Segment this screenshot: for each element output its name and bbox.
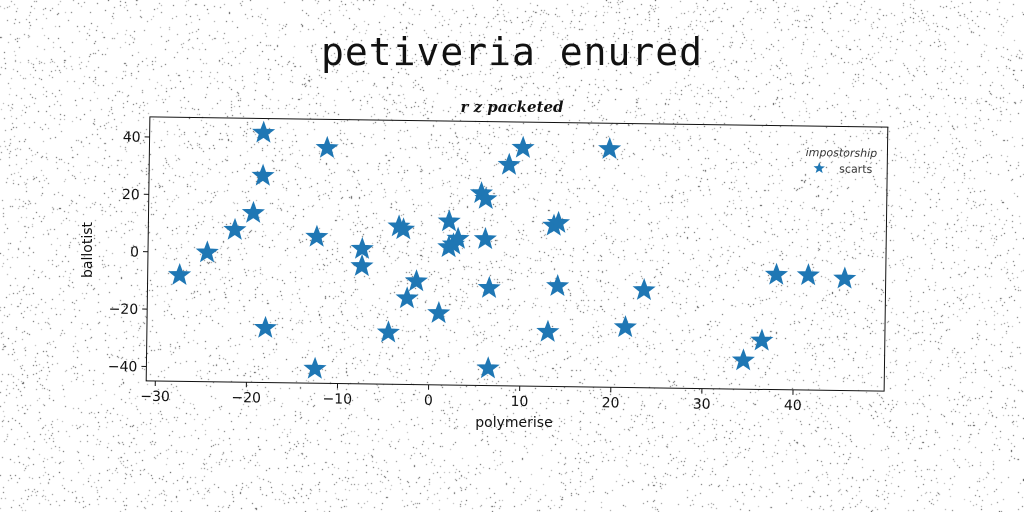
data-point-star	[477, 275, 501, 298]
data-point-star	[598, 136, 622, 160]
data-point-star	[391, 217, 416, 240]
data-point-star	[546, 210, 571, 233]
y-tick-label: 0	[130, 244, 139, 260]
data-point-star	[473, 227, 497, 250]
data-point-star	[350, 254, 374, 277]
data-point-star	[168, 262, 192, 286]
legend-label-scarts: scarts	[839, 162, 873, 175]
data-point-star	[511, 135, 535, 158]
data-point-star	[833, 266, 857, 289]
data-point-star	[437, 209, 461, 232]
x-tick-label: 30	[693, 396, 711, 412]
legend-marker-star-icon	[813, 162, 825, 174]
x-axis-label: polymerise	[475, 415, 552, 431]
data-point-star	[315, 135, 339, 158]
data-point-star	[764, 262, 789, 285]
legend: impostorship scarts	[806, 146, 878, 176]
data-point-star	[796, 263, 820, 286]
plot-area	[145, 116, 889, 392]
data-point-star	[427, 301, 451, 324]
data-point-star	[750, 328, 774, 351]
data-point-star	[376, 320, 400, 343]
data-point-star	[305, 224, 329, 247]
data-point-star	[252, 120, 276, 143]
x-tick-label: −20	[231, 390, 261, 406]
page-title: petiveria enured	[320, 30, 704, 74]
data-point-star	[253, 315, 277, 338]
data-point-star	[497, 152, 521, 175]
y-tick-label: 40	[123, 130, 141, 146]
data-point-star	[546, 273, 570, 297]
data-point-star	[404, 269, 428, 292]
data-point-star	[474, 186, 498, 209]
data-point-star	[476, 356, 500, 379]
data-point-star	[303, 356, 327, 379]
x-tick-label: 40	[784, 398, 802, 414]
data-point-star	[251, 163, 275, 186]
chart-title: r z packeted	[460, 98, 564, 116]
y-tick-label: −20	[109, 302, 139, 318]
y-axis-label: ballotist	[80, 222, 96, 278]
x-tick-label: −10	[322, 391, 352, 407]
data-point-star	[241, 200, 265, 223]
x-tick-label: 20	[602, 395, 620, 411]
x-tick-label: 0	[424, 393, 433, 409]
data-point-star	[395, 286, 419, 309]
data-point-star	[195, 240, 219, 263]
data-point-star	[536, 319, 560, 342]
y-tick-label: 20	[122, 187, 140, 203]
data-point-star	[446, 226, 470, 249]
y-tick-label: −40	[108, 359, 138, 375]
data-point-star	[731, 348, 755, 371]
data-point-star	[613, 315, 637, 338]
legend-title: impostorship	[806, 146, 878, 160]
x-tick-label: −30	[140, 389, 170, 405]
x-tick-label: 10	[510, 394, 528, 410]
data-point-star	[350, 236, 374, 259]
data-point-star	[223, 217, 247, 240]
data-point-star	[632, 278, 656, 301]
